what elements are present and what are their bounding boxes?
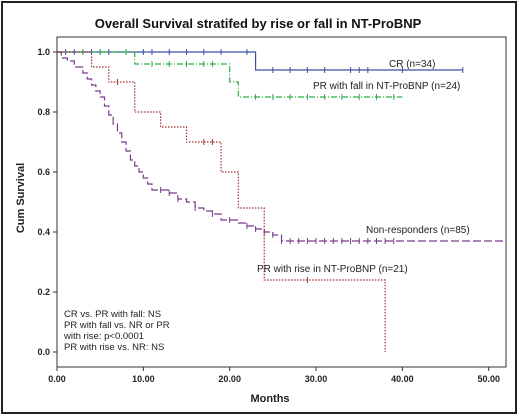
- y-axis-label: Cum Survival: [15, 163, 27, 233]
- chart-title: Overall Survival stratifed by rise or fa…: [95, 16, 422, 31]
- curve-pr-with-fall-in-nt-probnp-n-24: [57, 51, 403, 98]
- y-tick-label-0: 0.0: [37, 347, 50, 357]
- x-tick-label-1: 10.00: [132, 374, 155, 384]
- series-label-cr: CR (n=34): [389, 59, 435, 70]
- curve-pr-with-rise-in-nt-probnp-n-21: [57, 51, 386, 352]
- plot-border: [56, 36, 507, 368]
- y-tick-label-2: 0.4: [37, 227, 50, 237]
- annotation-line-1: CR vs. PR with fall: NS: [64, 309, 161, 320]
- annotation-line-3: with rise: p<0.0001: [63, 331, 144, 342]
- series-label-pr-fall: PR with fall in NT-ProBNP (n=24): [313, 81, 460, 92]
- annotation-line-4: PR with rise vs. NR: NS: [64, 342, 164, 353]
- x-tick-label-4: 40.00: [391, 374, 414, 384]
- y-tick-label-4: 0.8: [37, 107, 50, 117]
- y-tick-label-1: 0.2: [37, 287, 50, 297]
- series-label-pr-rise: PR with rise in NT-ProBNP (n=21): [257, 264, 408, 275]
- x-axis-label: Months: [250, 393, 289, 405]
- y-tick-label-5: 1.0: [37, 47, 50, 57]
- curve-non-responders-n-85: [57, 51, 506, 242]
- x-tick-label-5: 50.00: [477, 374, 500, 384]
- x-tick-label-3: 30.00: [305, 374, 328, 384]
- plot-area: 0.00 10.00 20.00 30.00 40.00 50.00 0.0 0.2 0.4 0.…: [37, 36, 507, 384]
- annotation-line-2: PR with fall vs. NR or PR: [64, 320, 170, 331]
- x-tick-label-2: 20.00: [218, 374, 241, 384]
- x-tick-label-0: 0.00: [48, 374, 66, 384]
- series-label-non-responders: Non-responders (n=85): [366, 225, 470, 236]
- y-tick-label-3: 0.6: [37, 167, 50, 177]
